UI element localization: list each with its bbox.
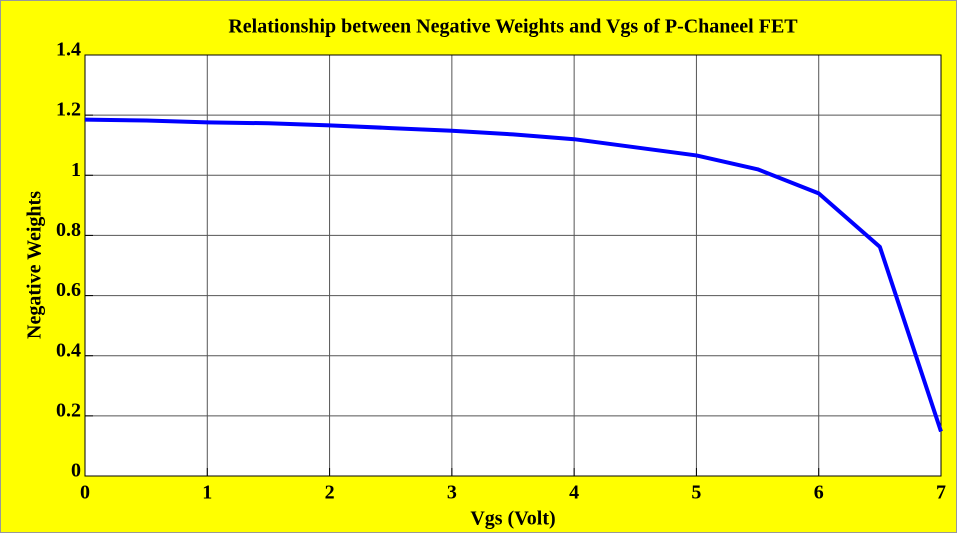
y-tick-label: 1.4	[56, 39, 81, 61]
y-tick-label: 0.4	[56, 339, 81, 361]
x-tick-label: 3	[447, 482, 457, 504]
y-tick-label: 1.2	[56, 99, 81, 121]
x-tick-label: 2	[325, 482, 335, 504]
data-line	[84, 117, 943, 433]
y-tick-label: 0.2	[56, 399, 81, 421]
y-tick-label: 0	[71, 460, 81, 482]
x-axis-label: Vgs (Volt)	[470, 508, 555, 530]
x-tick-label: 6	[814, 482, 824, 504]
plot-frame	[84, 54, 942, 477]
x-tick-label: 7	[936, 482, 946, 504]
plot-area	[85, 55, 941, 476]
y-tick-label: 1	[71, 159, 81, 181]
chart-title: Relationship between Negative Weights an…	[228, 16, 798, 38]
x-tick-label: 0	[80, 482, 90, 504]
x-tick-label: 1	[202, 482, 212, 504]
y-axis-label: Negative Weights	[24, 191, 46, 339]
x-tick-label: 5	[691, 482, 701, 504]
y-tick-label: 0.8	[56, 219, 81, 241]
x-tick-label: 4	[569, 482, 579, 504]
y-tick-label: 0.6	[56, 279, 81, 301]
